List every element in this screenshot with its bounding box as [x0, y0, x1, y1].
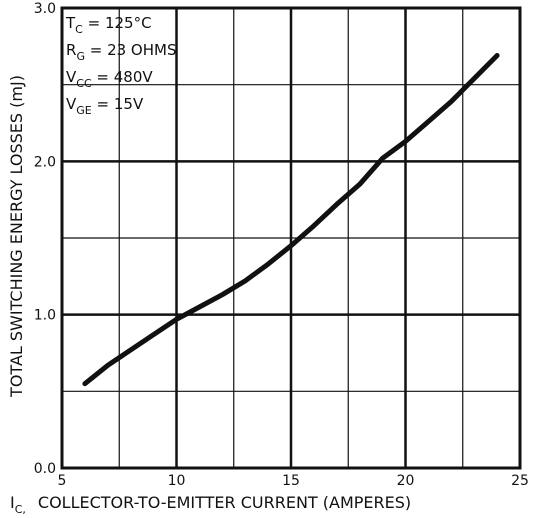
y-axis-label: TOTAL SWITCHING ENERGY LOSSES (mJ) — [7, 75, 26, 398]
plot-frame — [60, 6, 522, 470]
grid-lines — [62, 8, 520, 468]
annotation-line: TC = 125°C — [65, 14, 152, 36]
annotation-line: RG = 23 OHMS — [66, 41, 176, 63]
y-tick-labels: 0.0 1.0 2.0 3.0 — [34, 1, 56, 477]
x-axis-label: IC, COLLECTOR-TO-EMITTER CURRENT (AMPERES… — [10, 493, 411, 516]
x-axis-label-subscript: C, — [15, 503, 26, 516]
x-tick-label: 5 — [58, 473, 67, 489]
x-axis-label-text: COLLECTOR-TO-EMITTER CURRENT (AMPERES) — [38, 493, 411, 512]
x-tick-label: 10 — [168, 473, 186, 489]
series-line — [82, 53, 500, 387]
y-tick-label: 2.0 — [34, 154, 56, 170]
y-tick-label: 3.0 — [34, 1, 56, 17]
y-tick-label: 1.0 — [34, 308, 56, 324]
x-tick-labels: 5 10 15 20 25 — [58, 473, 529, 489]
x-tick-label: 15 — [282, 473, 300, 489]
x-tick-label: 20 — [397, 473, 415, 489]
x-tick-label: 25 — [511, 473, 529, 489]
x-axis-label-symbol: I — [10, 493, 15, 512]
annotation-line: VGE = 15V — [66, 95, 144, 117]
y-tick-label: 0.0 — [34, 461, 56, 477]
annotation-line: VCC = 480V — [66, 68, 153, 90]
condition-annotations: TC = 125°C RG = 23 OHMS VCC = 480V VGE = 15… — [65, 14, 176, 117]
